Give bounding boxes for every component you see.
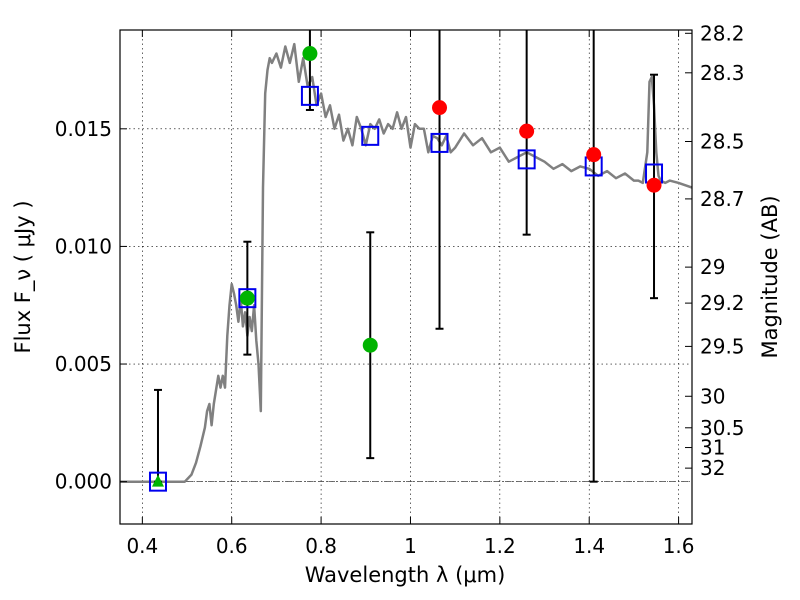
x-tick-label: 1.4 [573, 534, 605, 558]
x-tick-label: 1 [404, 534, 417, 558]
magnitude-tick-label: 30.5 [700, 416, 745, 440]
magnitude-tick-label: 30 [700, 384, 725, 408]
y-tick-label: 0.015 [55, 117, 112, 141]
x-tick-label: 1.6 [663, 534, 695, 558]
x-tick-label: 0.6 [216, 534, 248, 558]
observed-photometry-markers [151, 46, 662, 487]
observed-point-green [362, 337, 378, 353]
model-photometry-square [430, 132, 449, 153]
y-tick-label: 0.010 [55, 234, 112, 258]
error-bars [153, 30, 659, 483]
model-spectrum [120, 42, 693, 483]
grid [120, 30, 692, 524]
model-spectrum-line [120, 42, 693, 483]
magnitude-tick-label: 29.2 [700, 291, 745, 315]
model-photometry-square [148, 471, 167, 492]
observed-point-red [432, 100, 448, 116]
magnitude-tick-label: 28.5 [700, 130, 745, 154]
observed-point-red [519, 123, 535, 139]
y-axis-title: Flux F_ν ( μJy ) [11, 200, 36, 353]
magnitude-axis-title: Magnitude (AB) [758, 195, 782, 358]
x-axis-title: Wavelength λ (μm) [305, 563, 506, 587]
magnitude-tick-label: 28.7 [700, 187, 745, 211]
magnitude-tick-label: 29 [700, 255, 725, 279]
observed-upper-limit-triangle [151, 474, 164, 487]
y-tick-label: 0.005 [55, 352, 112, 376]
observed-point-red [586, 147, 602, 163]
model-photometry-square [238, 288, 257, 309]
model-photometry-square [300, 85, 319, 106]
y-axis-ticks: 0.000 0.005 0.010 0.015 [55, 117, 127, 494]
model-photometry-square [517, 149, 536, 170]
magnitude-tick-label: 29.5 [700, 334, 745, 358]
magnitude-tick-label: 31 [700, 436, 725, 460]
x-tick-label: 0.8 [305, 534, 337, 558]
model-photometry-square [361, 125, 380, 146]
x-axis-ticks: 0.4 0.6 0.8 1 1.2 1.4 1.6 [126, 30, 695, 558]
y-tick-label: 0.000 [55, 470, 112, 494]
model-photometry-markers [148, 85, 664, 492]
magnitude-tick-label: 28.3 [700, 61, 745, 85]
x-tick-label: 1.2 [484, 534, 516, 558]
observed-point-red [646, 177, 662, 193]
plot-frame [119, 29, 693, 525]
magnitude-tick-label: 32 [700, 456, 725, 480]
observed-point-green [239, 290, 255, 306]
x-tick-label: 0.4 [126, 534, 158, 558]
magnitude-tick-label: 28.2 [700, 21, 745, 45]
observed-point-green [302, 46, 318, 62]
